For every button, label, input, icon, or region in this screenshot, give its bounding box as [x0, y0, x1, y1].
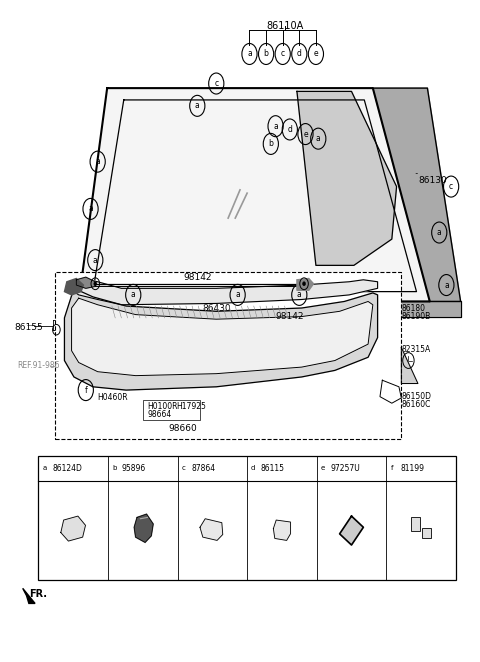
Polygon shape	[76, 277, 96, 289]
Text: a: a	[96, 157, 100, 166]
Text: b: b	[112, 465, 116, 471]
Bar	[55, 272, 401, 440]
Text: H17925: H17925	[176, 402, 206, 411]
Polygon shape	[61, 516, 85, 541]
Text: a: a	[444, 281, 449, 289]
Circle shape	[94, 282, 96, 286]
Text: 95896: 95896	[122, 463, 146, 473]
Text: f: f	[84, 385, 87, 395]
Text: 86124D: 86124D	[52, 463, 82, 473]
Text: H0460R: H0460R	[97, 393, 128, 402]
Text: b: b	[264, 50, 268, 58]
Text: a: a	[247, 50, 252, 58]
Text: c: c	[449, 182, 453, 191]
Text: 86150D: 86150D	[401, 392, 432, 401]
Text: a: a	[297, 291, 302, 299]
Polygon shape	[72, 298, 373, 375]
Text: a: a	[235, 291, 240, 299]
Text: c: c	[182, 465, 186, 471]
Text: a: a	[131, 291, 136, 299]
Text: f: f	[391, 465, 394, 471]
Polygon shape	[134, 514, 153, 542]
Text: —: —	[26, 323, 34, 329]
Bar	[143, 400, 200, 420]
Text: 86190B: 86190B	[401, 312, 431, 321]
Text: FR.: FR.	[29, 589, 47, 598]
Text: d: d	[251, 465, 255, 471]
Text: 86150A: 86150A	[117, 286, 152, 295]
Text: 82315A: 82315A	[401, 345, 431, 354]
Text: 98142: 98142	[183, 273, 212, 281]
Polygon shape	[23, 589, 35, 604]
Text: a: a	[437, 228, 442, 237]
Text: d: d	[288, 125, 292, 134]
Text: 86157A: 86157A	[57, 316, 87, 325]
Polygon shape	[380, 380, 401, 403]
Text: 98664: 98664	[147, 410, 172, 419]
Text: c: c	[281, 50, 285, 58]
Bar	[422, 528, 431, 538]
Text: c: c	[214, 79, 218, 88]
Text: d: d	[297, 50, 302, 58]
Text: 98660: 98660	[168, 424, 197, 433]
Text: b: b	[268, 140, 273, 148]
Bar	[38, 455, 456, 581]
Polygon shape	[79, 88, 430, 301]
Text: 98142: 98142	[276, 312, 304, 321]
Polygon shape	[274, 520, 290, 540]
Polygon shape	[401, 348, 418, 383]
Text: 86110A: 86110A	[266, 21, 304, 30]
Polygon shape	[79, 301, 461, 316]
Polygon shape	[297, 279, 313, 291]
Text: a: a	[42, 465, 47, 471]
Bar	[411, 518, 420, 530]
Text: a: a	[88, 205, 93, 213]
Text: a: a	[195, 101, 200, 111]
Text: a: a	[273, 122, 278, 130]
Text: 81199: 81199	[400, 463, 424, 473]
Text: e: e	[303, 130, 308, 138]
Text: H0100R: H0100R	[147, 402, 178, 411]
Text: e: e	[321, 465, 325, 471]
Text: 86430: 86430	[202, 303, 231, 312]
Text: 87864: 87864	[192, 463, 216, 473]
Text: 86130: 86130	[418, 175, 447, 185]
Text: e: e	[313, 50, 318, 58]
Polygon shape	[64, 279, 84, 295]
Text: 86115: 86115	[261, 463, 285, 473]
Polygon shape	[200, 519, 223, 540]
Text: 86160C: 86160C	[401, 400, 431, 409]
Text: REF.91-986: REF.91-986	[17, 361, 60, 370]
Text: 97257U: 97257U	[330, 463, 360, 473]
Polygon shape	[69, 280, 378, 305]
Circle shape	[302, 282, 305, 286]
Text: 86180: 86180	[401, 303, 425, 312]
Polygon shape	[373, 88, 461, 301]
Polygon shape	[297, 91, 396, 265]
Polygon shape	[340, 516, 363, 545]
Text: 86155: 86155	[14, 323, 43, 332]
Polygon shape	[64, 289, 378, 390]
Text: a: a	[316, 134, 321, 143]
Text: 86156: 86156	[57, 323, 82, 332]
Text: a: a	[93, 256, 97, 265]
